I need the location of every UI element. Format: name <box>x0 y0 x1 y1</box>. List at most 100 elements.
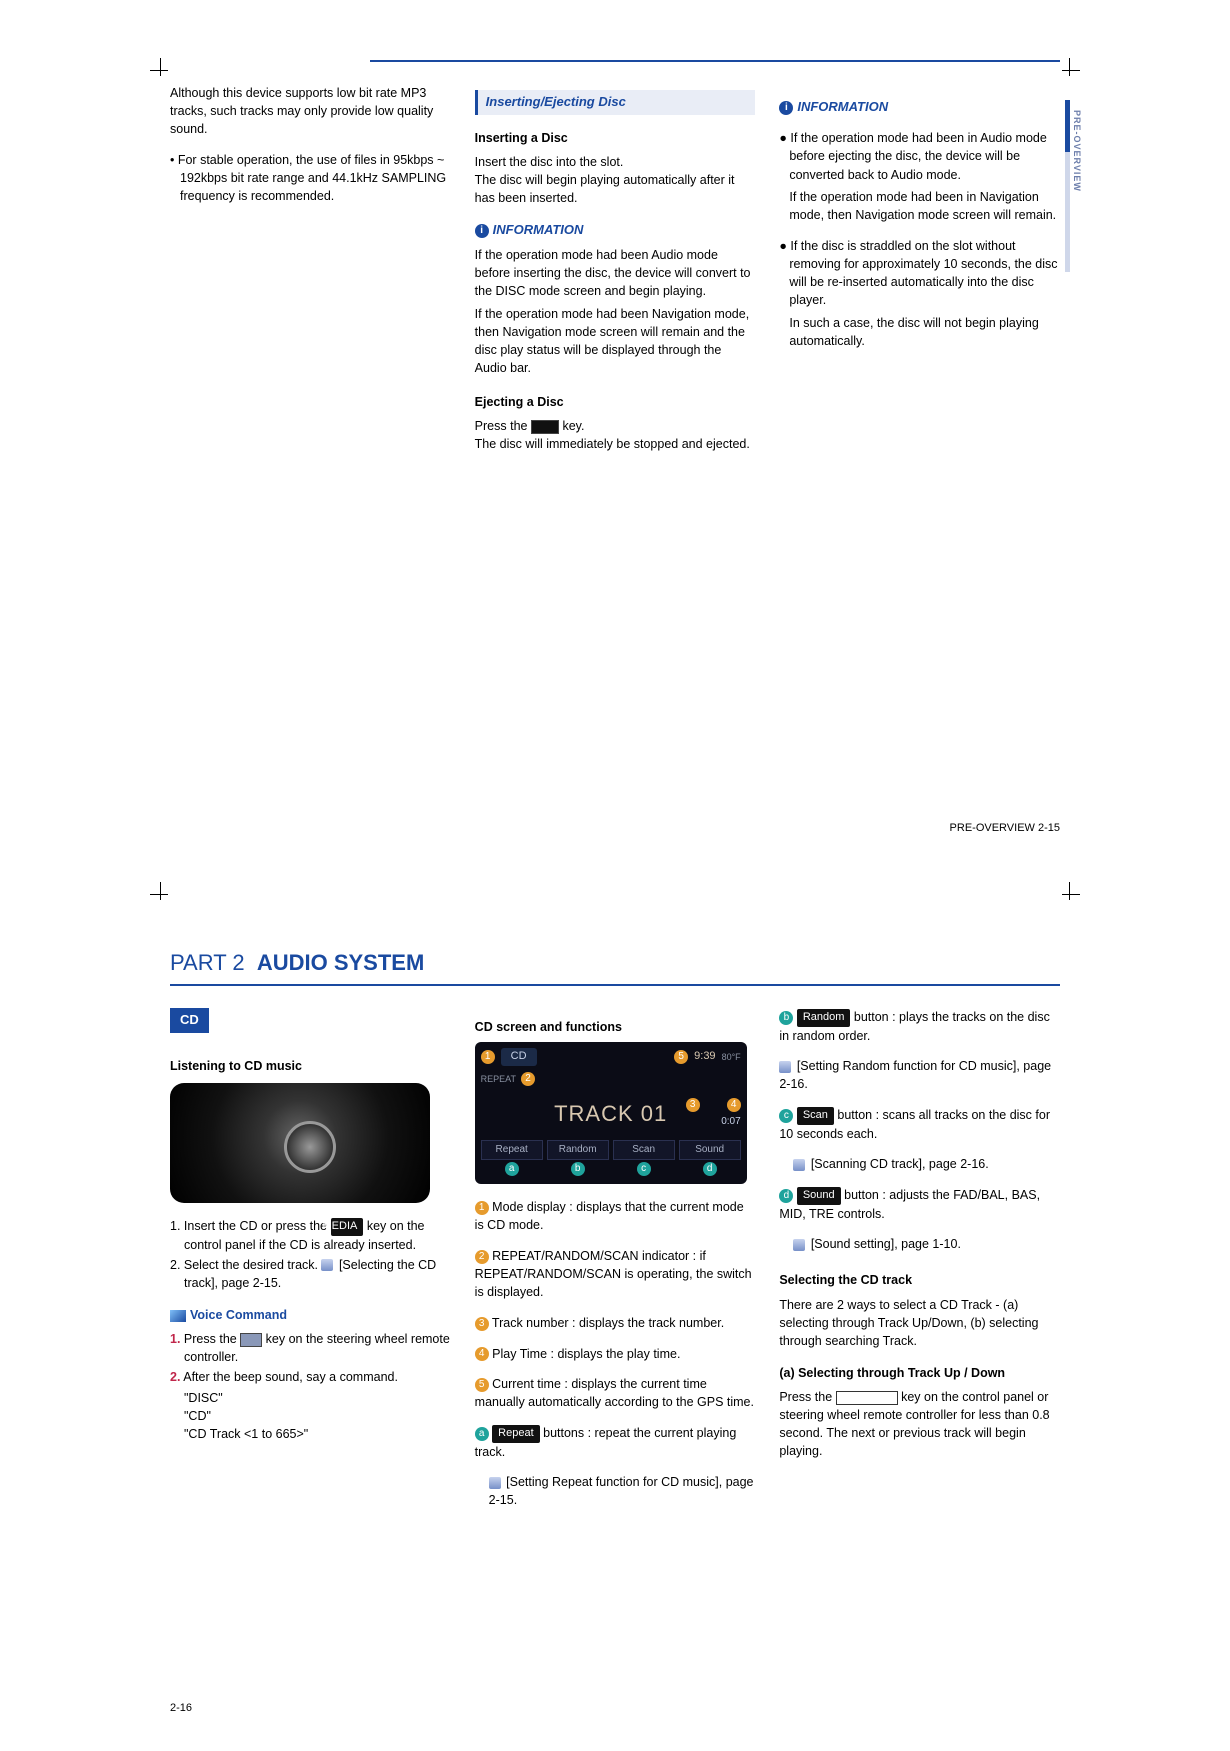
text: After the beep sound, say a command. <box>183 1370 398 1384</box>
crop-mark <box>150 70 168 71</box>
bullet: • For stable operation, the use of files… <box>170 151 451 205</box>
part-heading: PART 2 AUDIO SYSTEM <box>170 950 1060 976</box>
callout-a-icon: a <box>475 1427 489 1441</box>
text: Track number : displays the track number… <box>492 1316 724 1330</box>
callout-1-icon: 1 <box>475 1201 489 1215</box>
text: Press the <box>184 1332 240 1346</box>
crop-mark <box>1069 882 1070 900</box>
eject-key-icon <box>531 420 559 434</box>
body-text: There are 2 ways to select a CD Track - … <box>779 1296 1060 1350</box>
text: key. <box>562 419 584 433</box>
text: [Setting Repeat function for CD music], … <box>489 1475 754 1507</box>
part-number: PART 2 <box>170 950 245 975</box>
mode-display: CD <box>501 1048 537 1066</box>
callout-b-icon: b <box>779 1011 793 1025</box>
text: If the operation mode had been in Audio … <box>789 131 1046 181</box>
reference: [Sound setting], page 1-10. <box>779 1235 1060 1253</box>
info-label: INFORMATION <box>493 222 584 237</box>
reference: [Setting Repeat function for CD music], … <box>475 1473 756 1509</box>
col-1: Although this device supports low bit ra… <box>170 84 451 453</box>
crop-mark <box>1069 58 1070 76</box>
body-text: If the operation mode had been Audio mod… <box>475 246 756 300</box>
columns: Although this device supports low bit ra… <box>170 84 1060 453</box>
bullet: ● If the disc is straddled on the slot w… <box>779 237 1060 310</box>
crop-mark <box>160 58 161 76</box>
body-text: If the operation mode had been Navigatio… <box>475 305 756 378</box>
callout-3-icon: 3 <box>686 1098 700 1112</box>
reference-icon <box>793 1239 805 1251</box>
subheading: Listening to CD music <box>170 1057 451 1075</box>
col-1: CD Listening to CD music 1. Insert the C… <box>170 1008 451 1522</box>
sound-chip: Sound <box>797 1187 841 1205</box>
list-item: 5 Current time : displays the current ti… <box>475 1375 756 1411</box>
text: If the disc is straddled on the slot wit… <box>789 239 1057 307</box>
command: "DISC" <box>184 1389 451 1407</box>
reference-icon <box>321 1259 333 1271</box>
info-label: INFORMATION <box>797 99 888 114</box>
part-title: AUDIO SYSTEM <box>257 950 424 975</box>
reference-icon <box>489 1477 501 1489</box>
subheading: Inserting a Disc <box>475 129 756 147</box>
voice-icon <box>170 1310 186 1322</box>
cd-screen-figure: 1 CD 5 9:39 80°F REPEAT 2 TRACK 01 3 <box>475 1042 747 1184</box>
callout-a-icon: a <box>505 1162 519 1176</box>
media-key-chip: MEDIA <box>331 1218 364 1236</box>
text: Voice Command <box>190 1308 287 1322</box>
text: [Scanning CD track], page 2-16. <box>807 1157 988 1171</box>
dashboard-image <box>170 1083 430 1203</box>
text: [Sound setting], page 1-10. <box>807 1237 961 1251</box>
repeat-button[interactable]: Repeat <box>481 1140 543 1161</box>
callout-c-icon: c <box>637 1162 651 1176</box>
step: 2. Select the desired track. [Selecting … <box>170 1256 451 1292</box>
sound-button[interactable]: Sound <box>679 1140 741 1161</box>
page-2-15: PRE-OVERVIEW Although this device suppor… <box>0 0 1230 870</box>
text: Press the <box>779 1390 835 1404</box>
reference-icon <box>793 1159 805 1171</box>
step: 1. Press the key on the steering wheel r… <box>170 1330 451 1366</box>
body-text: Press the key on the control panel or st… <box>779 1388 1060 1461</box>
callout-4-icon: 4 <box>475 1347 489 1361</box>
text: REPEAT/RANDOM/SCAN indicator : if REPEAT… <box>475 1249 752 1299</box>
body-text: Although this device supports low bit ra… <box>170 84 451 138</box>
body-text: Press the key. <box>475 417 756 435</box>
track-display: TRACK 01 <box>554 1098 667 1130</box>
header-rule <box>170 984 1060 986</box>
tab-stripe-light <box>1065 152 1070 272</box>
tab-stripe-dark <box>1065 100 1070 152</box>
text: Play Time : displays the play time. <box>492 1347 680 1361</box>
list-item: 2 REPEAT/RANDOM/SCAN indicator : if REPE… <box>475 1247 756 1301</box>
list-item: 4 Play Time : displays the play time. <box>475 1345 756 1363</box>
callout-2-icon: 2 <box>521 1072 535 1086</box>
control-knob-icon <box>284 1121 336 1173</box>
list-item: d Sound button : adjusts the FAD/BAL, BA… <box>779 1186 1060 1223</box>
text: [Setting Random function for CD music], … <box>779 1059 1051 1091</box>
callout-5-icon: 5 <box>475 1378 489 1392</box>
body-text: If the operation mode had been in Naviga… <box>779 188 1060 224</box>
crop-mark <box>150 894 168 895</box>
scan-chip: Scan <box>797 1107 834 1125</box>
step: 2. After the beep sound, say a command. <box>170 1368 451 1386</box>
callout-c-icon: c <box>779 1109 793 1123</box>
callout-d-icon: d <box>703 1162 717 1176</box>
subheading: (a) Selecting through Track Up / Down <box>779 1364 1060 1382</box>
callout-3-icon: 3 <box>475 1317 489 1331</box>
random-button[interactable]: Random <box>547 1140 609 1161</box>
seek-key-icon <box>836 1391 898 1405</box>
scan-button[interactable]: Scan <box>613 1140 675 1161</box>
cd-tab: CD <box>170 1008 209 1033</box>
callout-2-icon: 2 <box>475 1250 489 1264</box>
callout-5-icon: 5 <box>674 1050 688 1064</box>
body-text: The disc will immediately be stopped and… <box>475 435 756 453</box>
subheading: Ejecting a Disc <box>475 393 756 411</box>
subheading: CD screen and functions <box>475 1018 756 1036</box>
clock: 9:39 <box>694 1049 715 1065</box>
repeat-label: REPEAT <box>481 1074 516 1084</box>
columns: CD Listening to CD music 1. Insert the C… <box>170 1008 1060 1522</box>
header-rule <box>370 60 1060 62</box>
col-3: b Random button : plays the tracks on th… <box>779 1008 1060 1522</box>
command: "CD" <box>184 1407 451 1425</box>
callout-4-icon: 4 <box>727 1098 741 1112</box>
callout-d-icon: d <box>779 1189 793 1203</box>
body-text: The disc will begin playing automaticall… <box>475 171 756 207</box>
crop-mark <box>1062 70 1080 71</box>
